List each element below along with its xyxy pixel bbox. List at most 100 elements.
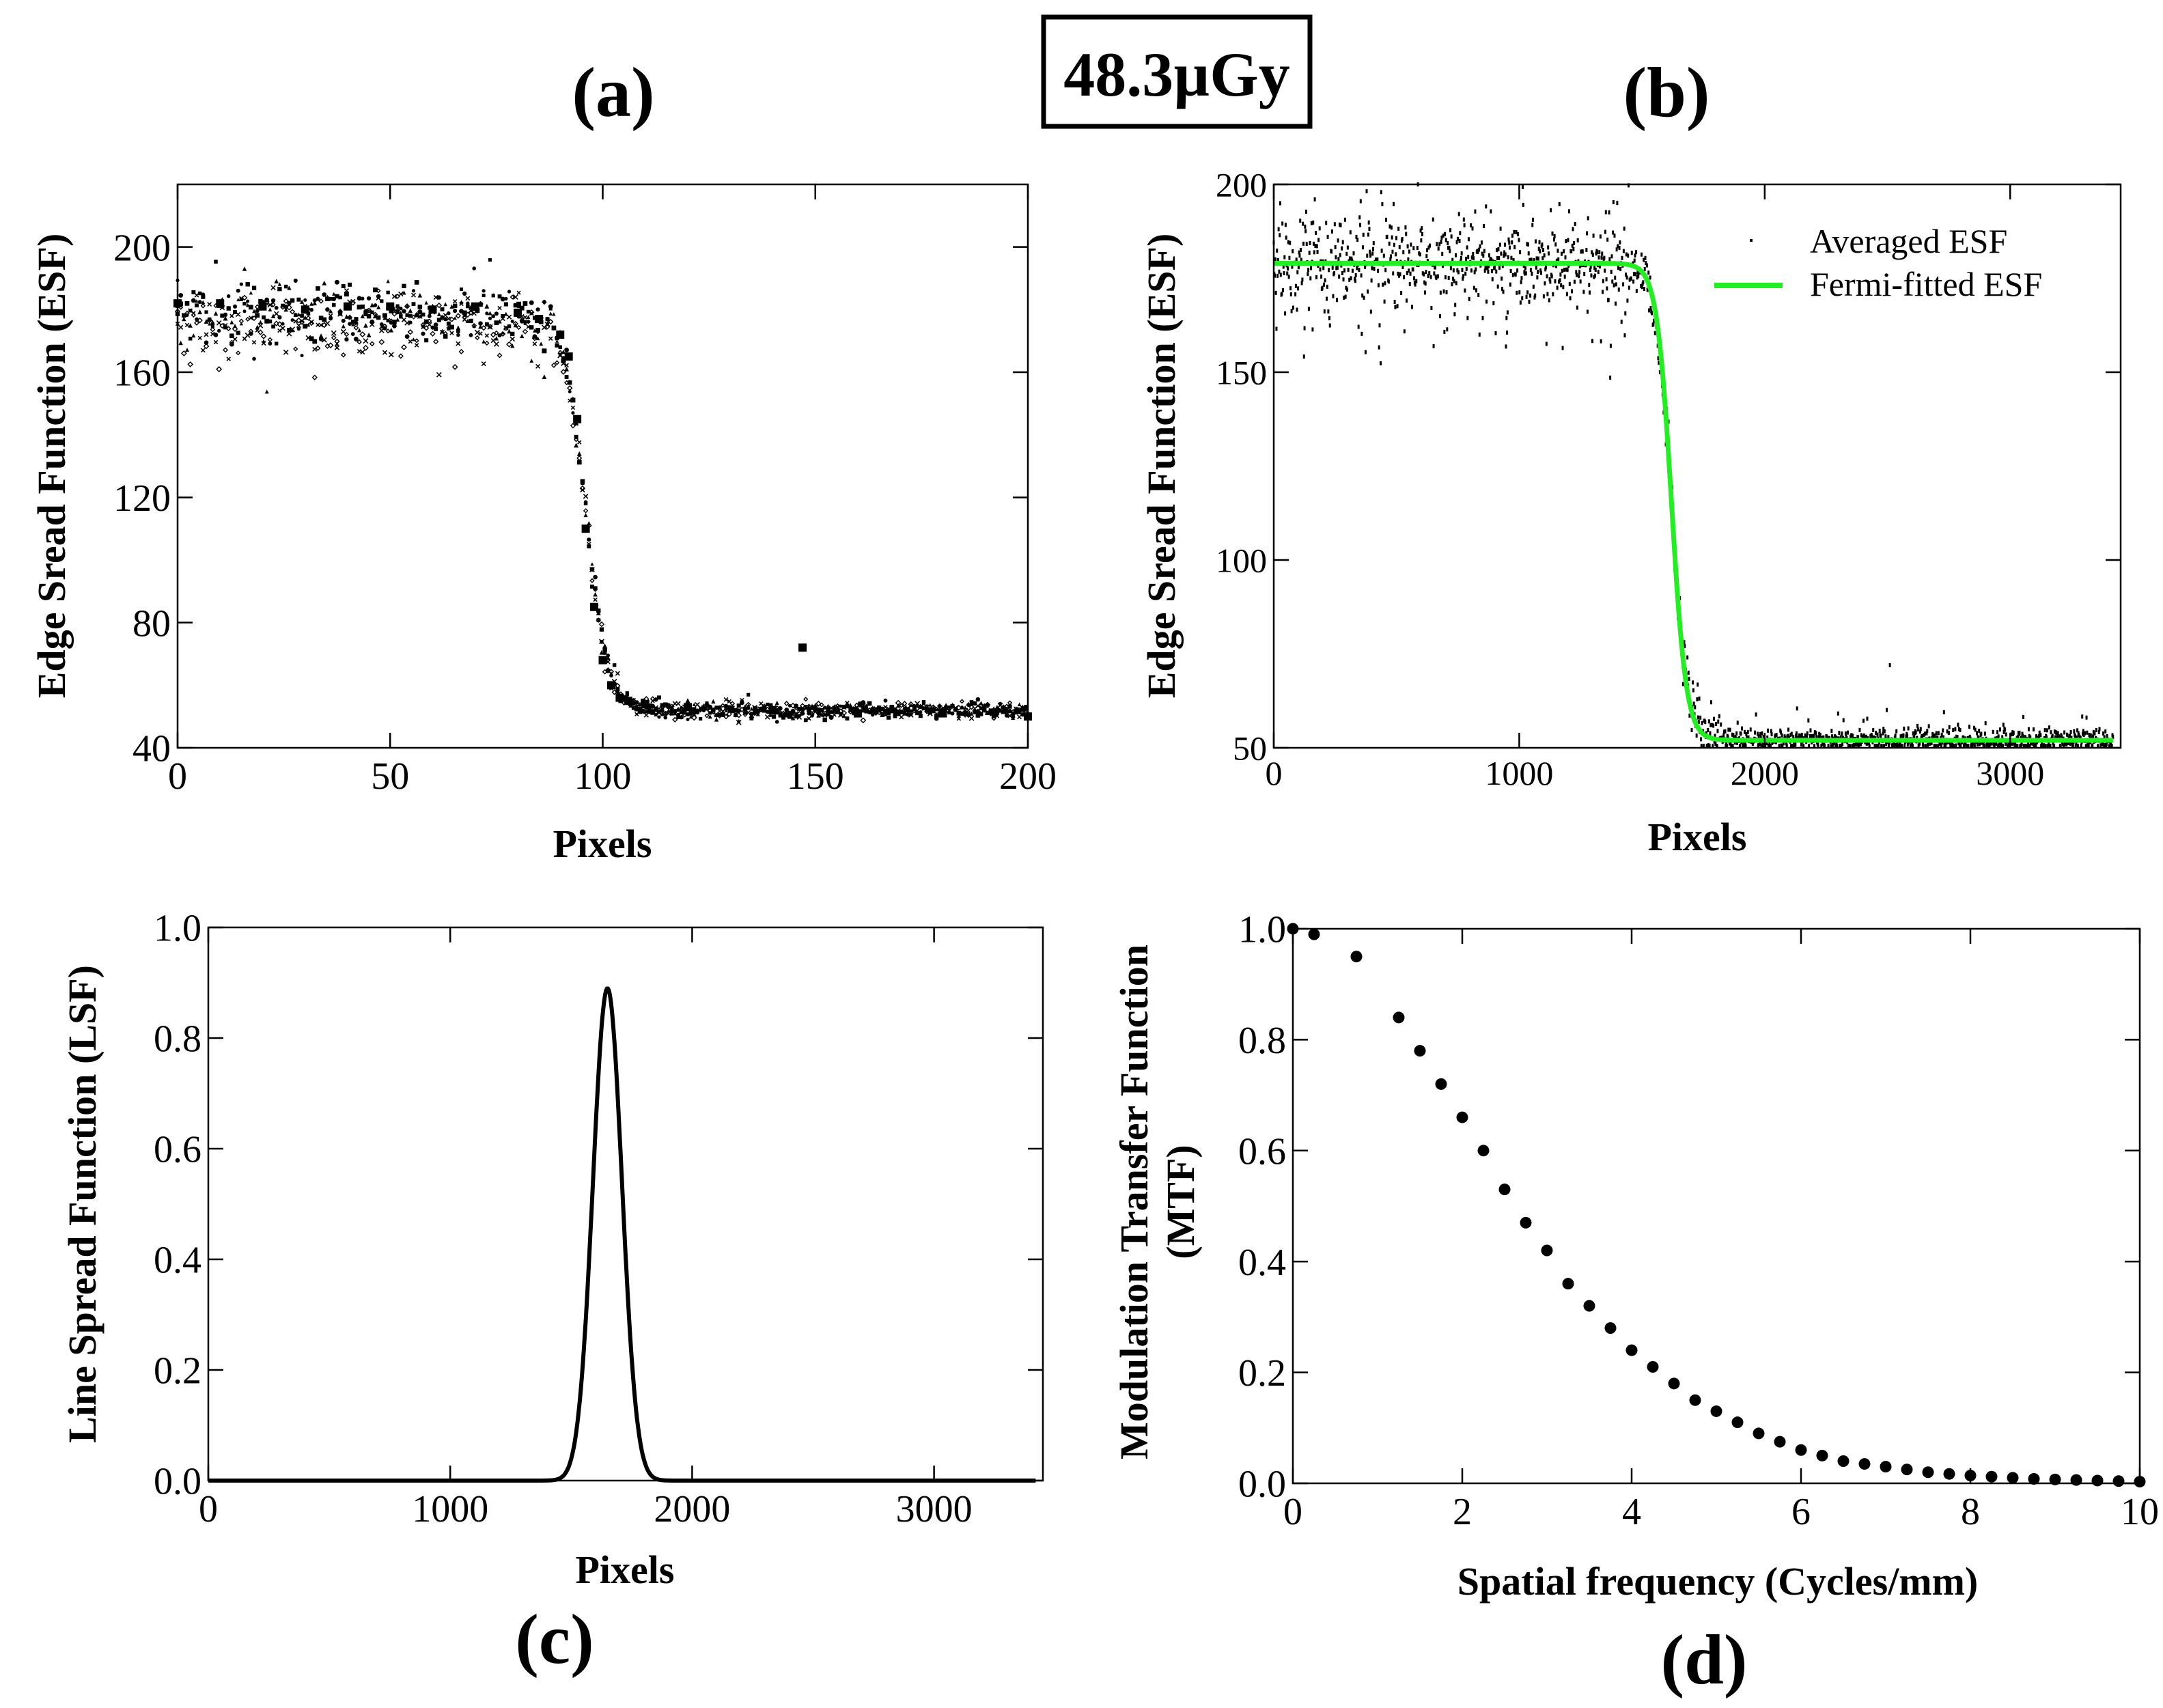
averaged-esf-point bbox=[1395, 236, 1397, 240]
esf-a-point bbox=[306, 322, 311, 327]
averaged-esf-point bbox=[1761, 731, 1763, 736]
esf-a-point bbox=[883, 698, 888, 703]
esf-a-point bbox=[583, 493, 589, 499]
averaged-esf-point bbox=[1462, 277, 1464, 281]
averaged-esf-point bbox=[1539, 268, 1542, 273]
esf-a-point bbox=[249, 305, 253, 310]
esf-a-point bbox=[478, 302, 483, 307]
averaged-esf-point bbox=[1420, 238, 1423, 242]
esf-a-point bbox=[698, 707, 703, 712]
esf-a-point bbox=[311, 374, 318, 380]
esf-a-point bbox=[768, 703, 773, 708]
averaged-esf-point bbox=[1531, 271, 1533, 276]
esf-a-point bbox=[972, 708, 977, 714]
esf-a-point bbox=[657, 695, 661, 700]
esf-a-data-point bbox=[624, 697, 632, 705]
averaged-esf-point bbox=[1487, 269, 1490, 274]
averaged-esf-point bbox=[1335, 266, 1338, 270]
averaged-esf-point bbox=[1371, 247, 1374, 251]
averaged-esf-point bbox=[1951, 743, 1954, 748]
esf-a-point bbox=[501, 331, 505, 335]
averaged-esf-point bbox=[1628, 183, 1630, 188]
esf-a-point bbox=[367, 296, 372, 301]
averaged-esf-point bbox=[1885, 708, 1888, 712]
averaged-esf-point bbox=[1390, 225, 1393, 230]
averaged-esf-point bbox=[2087, 741, 2089, 746]
averaged-esf-point bbox=[1538, 240, 1541, 244]
averaged-esf-point bbox=[1520, 280, 1522, 285]
esf-a-point bbox=[337, 311, 344, 317]
esf-a-point bbox=[478, 331, 483, 336]
esf-a-point bbox=[816, 708, 821, 712]
averaged-esf-point bbox=[1746, 729, 1749, 734]
averaged-esf-point bbox=[1844, 731, 1847, 736]
averaged-esf-point bbox=[1292, 305, 1294, 310]
esf-a-data-point bbox=[564, 352, 573, 361]
averaged-esf-point bbox=[1532, 284, 1535, 289]
mtf-point bbox=[1520, 1216, 1532, 1229]
averaged-esf-point bbox=[1787, 736, 1790, 740]
esf-a-point bbox=[975, 697, 981, 702]
averaged-esf-point bbox=[1460, 255, 1462, 260]
averaged-esf-point bbox=[1611, 279, 1614, 284]
averaged-esf-point bbox=[1722, 733, 1725, 738]
averaged-esf-point bbox=[1278, 269, 1281, 274]
averaged-esf-point bbox=[1981, 740, 1983, 745]
averaged-esf-point bbox=[1276, 257, 1279, 262]
averaged-esf-point bbox=[1440, 235, 1443, 240]
esf-a-point bbox=[501, 314, 505, 318]
esf-a-point bbox=[309, 307, 313, 312]
averaged-esf-point bbox=[1310, 266, 1313, 270]
averaged-esf-point bbox=[1976, 742, 1979, 747]
esf-a-point bbox=[736, 703, 741, 708]
esf-a-point bbox=[468, 309, 474, 316]
panel-label-a: (a) bbox=[572, 53, 654, 132]
esf-a-point bbox=[828, 715, 834, 720]
esf-a-point bbox=[386, 290, 390, 294]
averaged-esf-point bbox=[1276, 248, 1279, 253]
averaged-esf-point bbox=[1728, 741, 1731, 746]
averaged-esf-point bbox=[1839, 735, 1842, 740]
averaged-esf-point bbox=[1714, 733, 1716, 738]
averaged-esf-point bbox=[1615, 301, 1617, 306]
mtf-point bbox=[1816, 1449, 1828, 1461]
averaged-esf-point bbox=[1460, 251, 1463, 256]
esf-a-point bbox=[318, 316, 324, 320]
chart-b-xtick-label: 0 bbox=[1266, 754, 1283, 792]
esf-a-point bbox=[507, 328, 512, 334]
averaged-esf-point bbox=[1284, 311, 1287, 316]
averaged-esf-point bbox=[1653, 318, 1656, 323]
esf-a-point bbox=[895, 699, 902, 706]
esf-a-point bbox=[388, 352, 394, 358]
averaged-esf-point bbox=[1300, 257, 1302, 262]
averaged-esf-point bbox=[1436, 242, 1438, 247]
averaged-esf-point bbox=[1591, 252, 1594, 257]
averaged-esf-point bbox=[2048, 725, 2050, 730]
chart-d-ticks: 0 2 4 6 8 100.00.20.40.60.81.0 bbox=[1238, 909, 2159, 1533]
esf-a-point bbox=[270, 285, 276, 290]
esf-a-point bbox=[552, 312, 556, 316]
averaged-esf-point bbox=[1482, 253, 1485, 258]
averaged-esf-point bbox=[1433, 271, 1436, 276]
averaged-esf-point bbox=[1490, 209, 1492, 214]
mtf-point bbox=[2049, 1473, 2061, 1485]
averaged-esf-point bbox=[1895, 729, 1898, 733]
averaged-esf-point bbox=[1359, 223, 1362, 227]
averaged-esf-point bbox=[2043, 743, 2046, 748]
averaged-esf-point bbox=[1410, 305, 1413, 309]
averaged-esf-point bbox=[1416, 245, 1419, 250]
averaged-esf-point bbox=[1525, 294, 1528, 299]
averaged-esf-point bbox=[1387, 279, 1390, 284]
averaged-esf-point bbox=[1496, 284, 1499, 289]
esf-a-point bbox=[583, 500, 588, 504]
averaged-esf-point bbox=[1924, 731, 1927, 736]
averaged-esf-point bbox=[1404, 225, 1407, 230]
averaged-esf-point bbox=[1716, 744, 1718, 748]
averaged-esf-point bbox=[2112, 735, 2115, 740]
esf-a-point bbox=[267, 337, 273, 343]
averaged-esf-point bbox=[1555, 264, 1558, 268]
esf-a-point bbox=[318, 322, 324, 328]
esf-a-point bbox=[593, 591, 598, 597]
esf-a-point bbox=[478, 321, 483, 326]
